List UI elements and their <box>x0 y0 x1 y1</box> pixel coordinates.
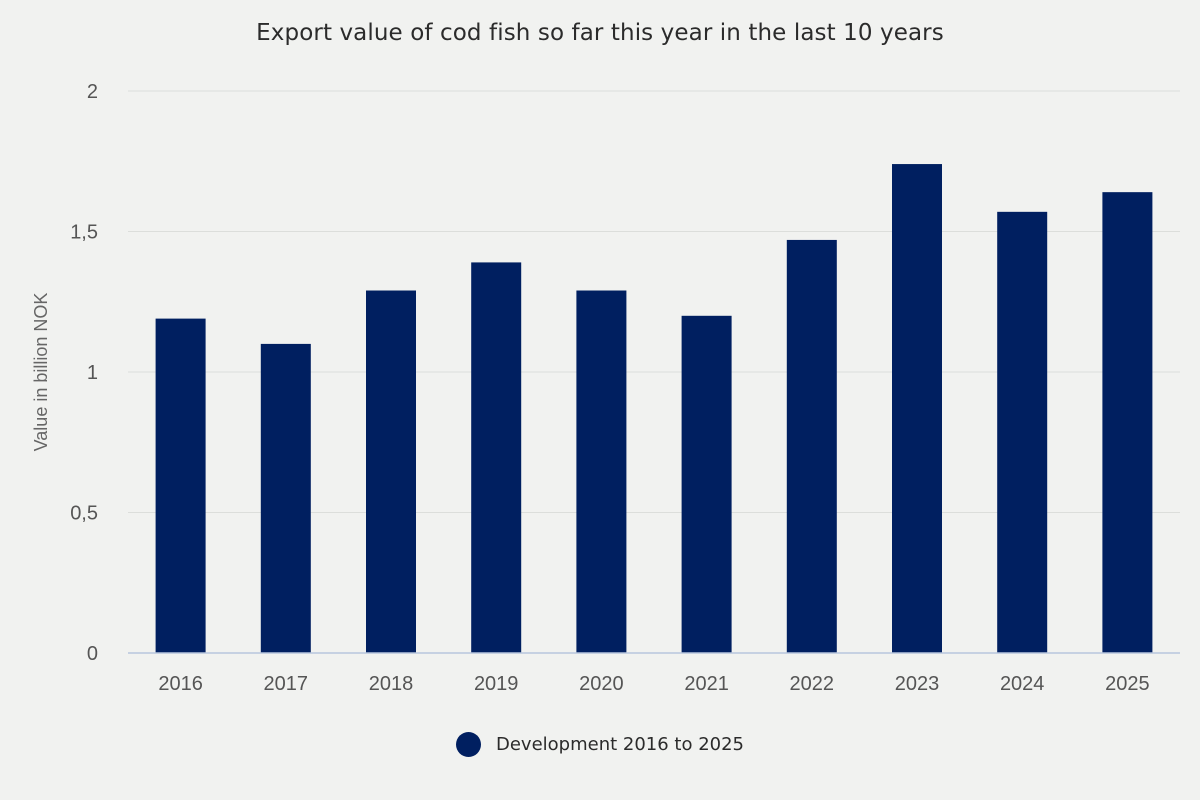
bar-2020[interactable] <box>576 290 627 653</box>
bar-2021[interactable] <box>681 315 732 653</box>
y-tick-label: 1 <box>87 362 98 384</box>
bar-2017[interactable] <box>260 343 311 653</box>
y-axis-title: Value in billion NOK <box>31 293 51 452</box>
bar-2018[interactable] <box>366 290 416 653</box>
y-tick-label: 1,5 <box>70 222 98 244</box>
legend-swatch-icon <box>455 732 481 757</box>
y-tick-label: 2 <box>87 81 98 103</box>
chart-title: Export value of cod fish so far this yea… <box>256 20 944 46</box>
x-tick-label: 2016 <box>158 673 203 695</box>
bar-2023[interactable] <box>892 164 942 653</box>
bar-2022[interactable] <box>786 239 837 653</box>
y-tick-label: 0 <box>87 643 98 665</box>
x-tick-label: 2018 <box>369 673 414 695</box>
x-tick-label: 2020 <box>579 673 624 695</box>
x-tick-label: 2019 <box>474 673 519 695</box>
bar-2019[interactable] <box>471 262 522 653</box>
y-tick-label: 0,5 <box>70 503 98 525</box>
bar-2024[interactable] <box>997 211 1048 653</box>
bar-2025[interactable] <box>1102 192 1153 653</box>
x-tick-label: 2022 <box>790 673 835 695</box>
legend-item[interactable]: Development 2016 to 2025 <box>455 732 745 757</box>
x-tick-label: 2017 <box>264 673 309 695</box>
x-tick-label: 2023 <box>895 673 940 695</box>
legend-label: Development 2016 to 2025 <box>495 734 745 755</box>
x-tick-label: 2025 <box>1105 673 1150 695</box>
bar-2016[interactable] <box>155 318 206 653</box>
x-tick-label: 2021 <box>684 673 729 695</box>
legend: Development 2016 to 2025 <box>0 732 1200 757</box>
x-tick-label: 2024 <box>1000 673 1045 695</box>
